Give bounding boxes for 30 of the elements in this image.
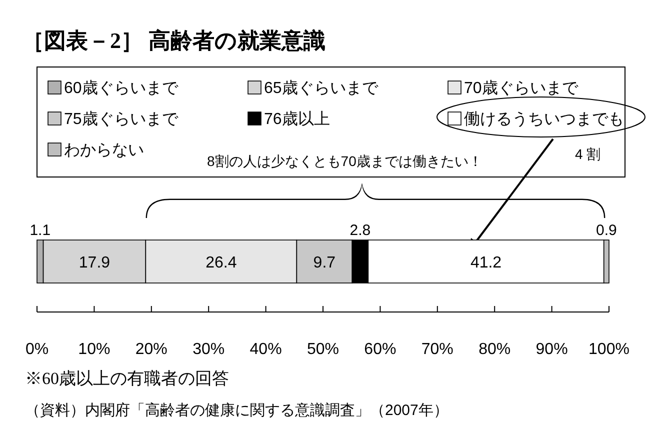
x-tick-label: 100% — [588, 341, 630, 358]
text: 4 割 — [575, 146, 601, 162]
legend-label: 70歳ぐらいまで — [464, 79, 579, 97]
x-tick-label: 50% — [306, 341, 340, 358]
x-tick-label: 20% — [135, 341, 168, 358]
data-label: 26.4 — [206, 254, 237, 272]
data-label: 9.7 — [313, 254, 336, 272]
x-tick-label: 30% — [192, 341, 225, 358]
x-tick-label: 70% — [421, 341, 454, 358]
legend-label: 60歳ぐらいまで — [64, 79, 179, 97]
legend-label: 76歳以上 — [264, 110, 330, 128]
text: （資料）内閣府「高齢者の健康に関する意識調査」（2007年） — [25, 402, 448, 419]
legend-label: 65歳ぐらいまで — [264, 79, 379, 97]
data-label: 1.1 — [30, 222, 51, 239]
data-label: 17.9 — [78, 254, 110, 272]
text: 8割の人は少なくとも70歳までは働きたい！ — [207, 153, 482, 169]
x-tick-label: 60% — [364, 341, 396, 358]
x-tick-label: 0% — [25, 341, 49, 358]
legend-label: 75歳ぐらいまで — [64, 110, 179, 128]
legend-label: わからない — [64, 142, 144, 159]
x-tick-label: 40% — [250, 341, 282, 358]
x-tick-label: 80% — [478, 341, 511, 358]
legend-label: 働けるうちいつまでも — [464, 111, 624, 128]
data-label: 2.8 — [350, 222, 371, 239]
x-tick-label: 10% — [78, 341, 110, 358]
data-label: 0.9 — [596, 222, 617, 239]
chart-title: ［図表－2］ 高齢者の就業意識 — [22, 28, 326, 53]
data-label: 41.2 — [470, 254, 502, 272]
text: ※60歳以上の有職者の回答 — [25, 369, 229, 388]
x-tick-label: 90% — [536, 341, 568, 358]
